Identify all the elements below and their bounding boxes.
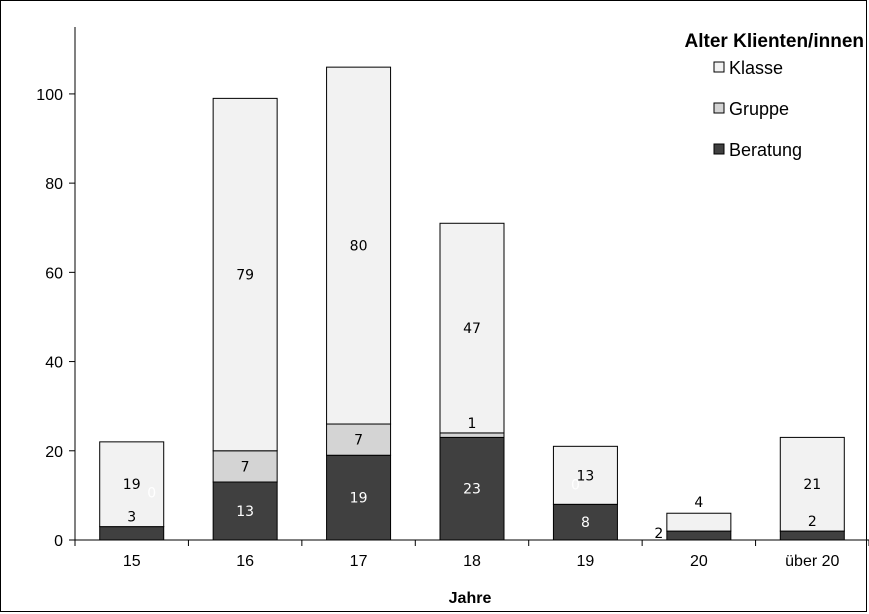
bar-gruppe (439, 432, 505, 438)
data-label-klasse: 4 (694, 495, 703, 511)
bar-klasse (779, 436, 845, 532)
bar-beratung (779, 530, 845, 541)
x-tick-label: 15 (123, 553, 141, 570)
y-tick-label: 100 (36, 87, 63, 104)
bar-beratung (666, 530, 732, 541)
bar-klasse (99, 441, 165, 528)
data-label-gruppe: 1 (468, 416, 477, 432)
x-tick-label: 17 (350, 553, 368, 570)
data-label-klasse: 79 (236, 268, 254, 284)
legend-entry-beratung: Beratung (729, 140, 802, 160)
y-axis: 0 20 40 60 80 100 (36, 27, 76, 550)
bar-beratung (552, 503, 618, 541)
data-label-gruppe: 0 (147, 486, 156, 502)
bar-beratung (326, 454, 392, 541)
bar-klasse (326, 66, 392, 425)
data-label-beratung: 3 (127, 510, 136, 526)
legend-swatch-gruppe (713, 102, 725, 114)
x-tick-label: 16 (236, 553, 254, 570)
bar-beratung (99, 526, 165, 541)
legend-swatch-klasse (713, 61, 725, 73)
y-tick-label: 40 (45, 355, 63, 372)
data-label-klasse: 13 (577, 468, 595, 484)
data-label-gruppe: 7 (354, 433, 363, 449)
data-label-beratung: 13 (236, 504, 254, 520)
legend-entry-klasse: Klasse (729, 58, 783, 78)
legend-entry-gruppe: Gruppe (729, 99, 789, 119)
x-tick-label: 18 (463, 553, 481, 570)
data-label-beratung: 2 (808, 514, 817, 530)
bar-gruppe (326, 423, 392, 456)
data-label-beratung: 2 (654, 526, 663, 542)
data-label-gruppe: 0 (571, 478, 580, 494)
bar-klasse (439, 222, 505, 434)
data-label-gruppe: 7 (241, 459, 250, 475)
bar-klasse (552, 445, 618, 505)
legend-title: Alter Klienten/innen (685, 31, 864, 52)
x-axis-label: Jahre (449, 590, 492, 607)
y-tick-label: 60 (45, 265, 63, 282)
x-tick-label: 19 (577, 553, 595, 570)
data-label-klasse: 21 (803, 477, 821, 493)
bars-group (99, 66, 845, 541)
data-label-klasse: 19 (123, 477, 141, 493)
y-tick-label: 80 (45, 176, 63, 193)
data-label-beratung: 19 (350, 491, 368, 507)
legend-swatch-beratung (713, 143, 725, 155)
bar-klasse (666, 512, 732, 532)
data-label-beratung: 23 (463, 482, 481, 498)
y-tick-label: 0 (54, 533, 63, 550)
data-label-beratung: 8 (581, 515, 590, 531)
x-axis: 15 16 17 18 19 20 über 20 (74, 539, 869, 570)
legend: Alter Klienten/innen Klasse Gruppe Beratun… (685, 31, 864, 160)
x-tick-label: 20 (690, 553, 708, 570)
bar-klasse (212, 97, 278, 452)
y-tick-label: 20 (45, 444, 63, 461)
data-label-klasse: 47 (463, 321, 481, 337)
x-tick-label: über 20 (785, 553, 839, 570)
data-label-klasse: 80 (350, 239, 368, 255)
